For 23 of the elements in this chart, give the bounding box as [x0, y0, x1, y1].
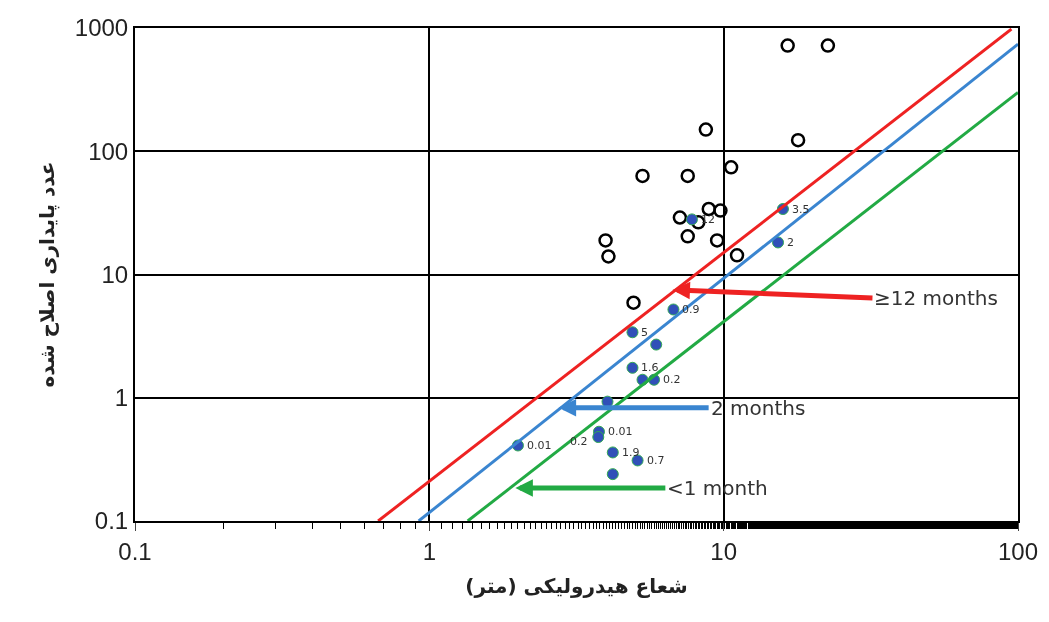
y-tick-label: 1000 [74, 14, 129, 42]
annotation: 0.01 [527, 439, 552, 452]
y-tick-label: 1 [114, 384, 129, 412]
x-tick-label: 0.1 [118, 537, 152, 565]
annotation: 1.6 [641, 361, 659, 374]
y-tick-label: 100 [88, 137, 129, 165]
x-axis-title: شعاع هیدرولیکی (متر) [465, 573, 688, 598]
x-tick-label: 100 [997, 537, 1039, 565]
y-axis-title: عدد پایداری اصلاح شده [34, 161, 60, 388]
annotation: 3.5 [792, 203, 810, 216]
annotation: 0.2 [570, 435, 588, 448]
y-tick-label: 0.1 [94, 507, 129, 535]
annotation: ≥12 months [874, 286, 998, 310]
annotation: 0.7 [647, 454, 665, 467]
annotation: 0.2 [663, 373, 681, 386]
annotation: 5 [641, 326, 648, 339]
annotation: 2 [787, 236, 794, 249]
y-tick-label: 10 [101, 260, 129, 288]
x-tick-label: 10 [710, 537, 738, 565]
annotation: 2 months [711, 396, 806, 420]
annotation: 0.01 [608, 425, 633, 438]
annotation: 1.9 [622, 446, 640, 459]
x-tick-label: 1 [422, 537, 437, 565]
